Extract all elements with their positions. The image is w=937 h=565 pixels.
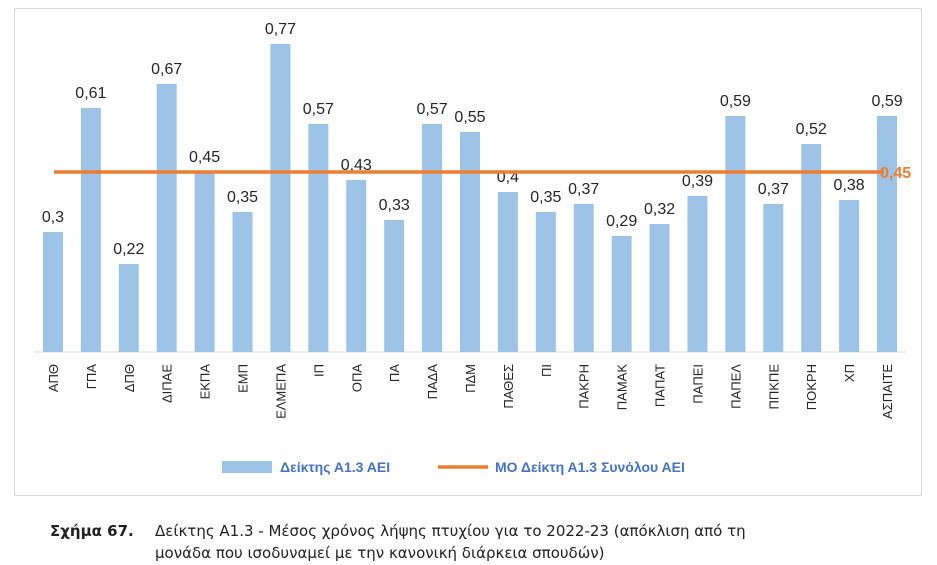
tick-label-ΔΙΠΑΕ: ΔΙΠΑΕ xyxy=(160,364,175,403)
data-label-ΠΔΜ: 0,55 xyxy=(454,109,485,126)
tick-label-ΠΑ: ΠΑ xyxy=(387,364,402,382)
tick-label-ΔΠΘ: ΔΠΘ xyxy=(122,364,137,392)
data-label-ΟΠΑ: 0,43 xyxy=(341,157,372,174)
data-label-ΓΠΑ: 0,61 xyxy=(75,85,106,102)
bar-ΠΑΠΑΤ xyxy=(649,224,670,352)
bar-ΠΑΚΡΗ xyxy=(573,204,594,352)
data-label-ΠΠΚΠΕ: 0,37 xyxy=(758,181,789,198)
bar-ΕΚΠΑ xyxy=(194,172,215,352)
data-label-ΠΑ: 0,33 xyxy=(379,197,410,214)
caption-label: Σχήμα 67. xyxy=(50,522,134,540)
bar-ΙΠ xyxy=(308,124,329,352)
tick-label-ΠΑΠΑΤ: ΠΑΠΑΤ xyxy=(653,364,668,407)
bar-ΑΣΠΑΙΤΕ xyxy=(877,116,898,352)
data-label-ΧΠ: 0,38 xyxy=(834,177,865,194)
bar-ΠΑ xyxy=(384,220,405,352)
tick-label-ΕΚΠΑ: ΕΚΠΑ xyxy=(198,364,213,400)
tick-label-ΠΑΠΕΙ: ΠΑΠΕΙ xyxy=(690,364,705,404)
bar-ΠΙ xyxy=(535,212,556,352)
bar-ΟΠΑ xyxy=(346,180,367,352)
bar-ΠΔΜ xyxy=(460,132,480,352)
bar-ΧΠ xyxy=(839,200,860,352)
bar-ΕΛΜΕΠΑ xyxy=(270,44,291,352)
tick-label-ΠΑΚΡΗ: ΠΑΚΡΗ xyxy=(577,364,592,409)
bar-ΠΑΜΑΚ xyxy=(611,236,632,352)
bar-ΑΠΘ xyxy=(42,232,63,352)
tick-label-ΠΙ: ΠΙ xyxy=(539,364,554,377)
bar-ΕΜΠ xyxy=(232,212,253,352)
data-label-ΠΟΚΡΗ: 0,52 xyxy=(796,121,827,138)
data-label-ΕΚΠΑ: 0,45 xyxy=(189,149,220,166)
legend-label-average: ΜΟ Δείκτη Α1.3 Συνόλου ΑΕΙ xyxy=(495,459,685,475)
bar-ΠΠΚΠΕ xyxy=(763,204,784,352)
data-label-ΠΑΔΑ: 0,57 xyxy=(417,101,448,118)
data-label-ΕΜΠ: 0,35 xyxy=(227,189,258,206)
tick-label-ΕΜΠ: ΕΜΠ xyxy=(236,364,251,393)
bar-ΓΠΑ xyxy=(80,108,101,352)
tick-label-ΠΑΜΑΚ: ΠΑΜΑΚ xyxy=(615,364,630,411)
bar-ΠΑΠΕΙ xyxy=(687,196,708,352)
data-label-ΠΑΠΕΛ: 0,59 xyxy=(720,93,751,110)
bar-ΠΑΘΕΣ xyxy=(497,192,518,352)
caption-line-1: Δείκτης Α1.3 - Μέσος χρόνος λήψης πτυχίο… xyxy=(155,522,746,540)
tick-label-ΙΠ: ΙΠ xyxy=(311,364,326,377)
bar-ΠΑΔΑ xyxy=(422,124,443,352)
data-label-ΔΠΘ: 0,22 xyxy=(113,241,144,258)
legend-label-bars: Δείκτης Α1.3 ΑΕΙ xyxy=(280,459,390,475)
tick-label-ΠΑΘΕΣ: ΠΑΘΕΣ xyxy=(501,364,516,409)
tick-label-ΠΟΚΡΗ: ΠΟΚΡΗ xyxy=(804,364,819,410)
data-label-ΙΠ: 0,57 xyxy=(303,101,334,118)
bar-ΔΠΘ xyxy=(118,264,139,352)
data-label-ΕΛΜΕΠΑ: 0,77 xyxy=(265,21,296,38)
data-label-ΠΑΠΕΙ: 0,39 xyxy=(682,173,713,190)
caption-line-2: μονάδα που ισοδυναμεί με την κανονική δι… xyxy=(155,544,605,562)
tick-label-ΕΛΜΕΠΑ: ΕΛΜΕΠΑ xyxy=(273,364,288,419)
bar-ΠΑΠΕΛ xyxy=(725,116,746,352)
data-label-ΑΣΠΑΙΤΕ: 0,59 xyxy=(871,93,902,110)
data-label-ΑΠΘ: 0,3 xyxy=(42,209,64,226)
data-label-ΠΙ: 0,35 xyxy=(530,189,561,206)
tick-label-ΠΑΠΕΛ: ΠΑΠΕΛ xyxy=(728,364,743,409)
legend-swatch-bars xyxy=(222,461,272,473)
data-label-ΠΑΠΑΤ: 0,32 xyxy=(644,201,675,218)
average-line-label: 0,45 xyxy=(880,165,911,182)
tick-label-ΑΠΘ: ΑΠΘ xyxy=(46,364,61,392)
bar-ΔΙΠΑΕ xyxy=(156,84,177,352)
data-label-ΠΑΚΡΗ: 0,37 xyxy=(568,181,599,198)
data-label-ΠΑΜΑΚ: 0,29 xyxy=(606,213,637,230)
figure-caption: Σχήμα 67. Δείκτης Α1.3 - Μέσος χρόνος λήψ… xyxy=(50,520,910,564)
data-label-ΔΙΠΑΕ: 0,67 xyxy=(151,61,182,78)
bar-ΠΟΚΡΗ xyxy=(801,144,822,352)
tick-label-ΓΠΑ: ΓΠΑ xyxy=(84,364,99,390)
tick-label-ΧΠ: ΧΠ xyxy=(842,364,857,382)
tick-label-ΠΠΚΠΕ: ΠΠΚΠΕ xyxy=(766,364,781,410)
tick-label-ΠΔΜ: ΠΔΜ xyxy=(463,364,478,393)
bar-chart: 0,3 ΑΠΘ 0,61 ΓΠΑ 0,22 ΔΠΘ 0,67 ΔΙΠΑΕ 0,45 ΕΚΠΑ 0,3… xyxy=(34,21,911,475)
tick-label-ΟΠΑ: ΟΠΑ xyxy=(349,364,364,393)
tick-label-ΑΣΠΑΙΤΕ: ΑΣΠΑΙΤΕ xyxy=(880,364,895,419)
tick-label-ΠΑΔΑ: ΠΑΔΑ xyxy=(425,364,440,400)
